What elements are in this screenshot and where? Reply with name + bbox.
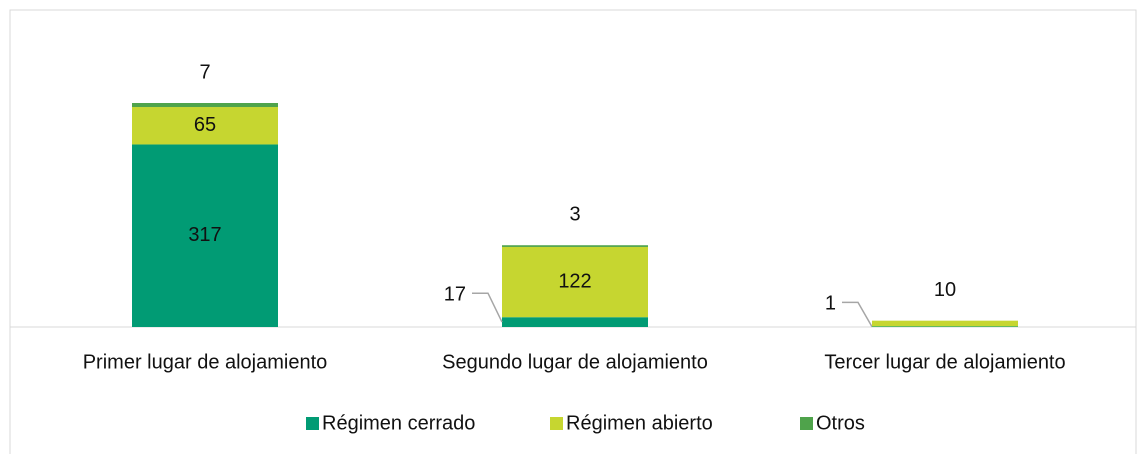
data-label: 65 [194,114,216,136]
data-label: 122 [558,270,591,292]
data-label: 17 [444,283,466,305]
data-label: 10 [934,279,956,301]
legend-swatch [550,417,563,430]
chart-border [9,9,1137,459]
leader-line [472,292,503,323]
x-tick-label: Primer lugar de alojamiento [83,351,328,373]
bar-segment [502,245,648,247]
data-label: 1 [825,293,836,315]
bar-segment [872,320,1018,327]
bar-segment [132,107,278,145]
bar-segment [502,246,648,318]
data-label: 3 [569,204,580,226]
x-tick-label: Tercer lugar de alojamiento [824,351,1065,373]
data-label: 7 [199,61,210,83]
x-tick-label: Segundo lugar de alojamiento [442,351,708,373]
legend-label: Régimen cerrado [322,412,475,434]
legend-swatch [306,417,319,430]
leader-line [842,301,873,328]
bar-segment [132,103,278,108]
bar-segment [872,326,1018,327]
legend-label: Otros [816,412,865,434]
bar-segment [502,317,648,327]
legend-swatch [800,417,813,430]
legend-label: Régimen abierto [566,412,713,434]
data-label: 317 [188,224,221,246]
bar-segment [132,144,278,327]
